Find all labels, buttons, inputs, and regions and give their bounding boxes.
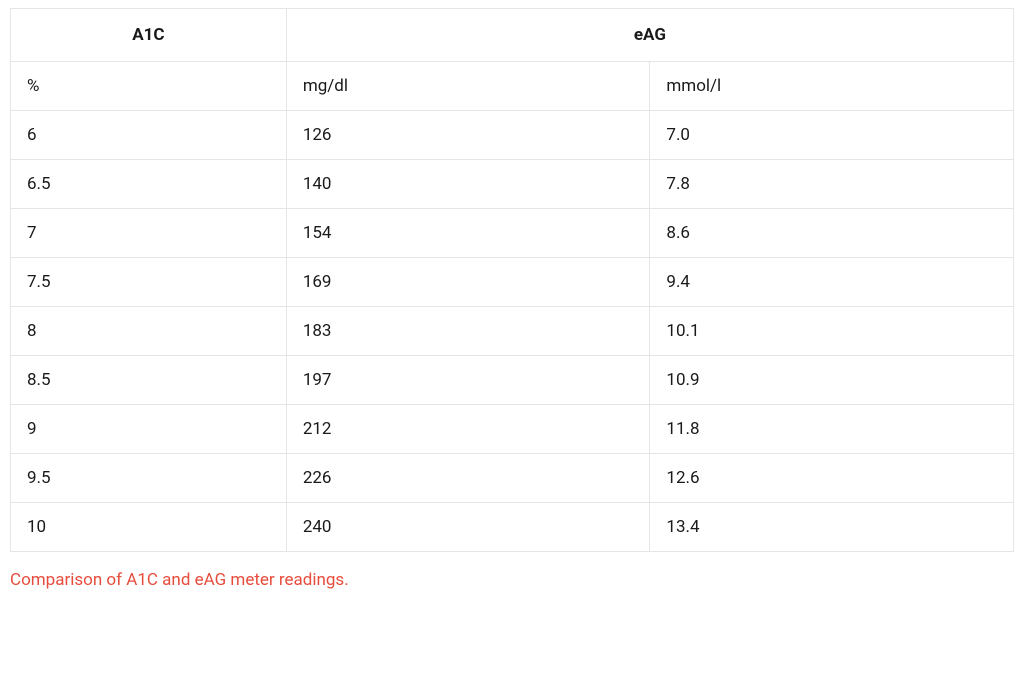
cell-mmoll: 10.1: [650, 307, 1014, 356]
cell-mgdl: 154: [286, 209, 650, 258]
cell-a1c: 8: [11, 307, 287, 356]
table-row: 10 240 13.4: [11, 503, 1014, 552]
header-a1c: A1C: [11, 9, 287, 62]
table-row: 8.5 197 10.9: [11, 356, 1014, 405]
unit-a1c: %: [11, 62, 287, 111]
cell-mgdl: 183: [286, 307, 650, 356]
cell-mmoll: 12.6: [650, 454, 1014, 503]
cell-mgdl: 212: [286, 405, 650, 454]
cell-mgdl: 240: [286, 503, 650, 552]
cell-mgdl: 169: [286, 258, 650, 307]
cell-mmoll: 10.9: [650, 356, 1014, 405]
table-row: 6.5 140 7.8: [11, 160, 1014, 209]
a1c-eag-table: A1C eAG % mg/dl mmol/l 6 126 7.0 6.5 140…: [10, 8, 1014, 552]
cell-a1c: 8.5: [11, 356, 287, 405]
cell-mmoll: 9.4: [650, 258, 1014, 307]
table-row: 6 126 7.0: [11, 111, 1014, 160]
cell-mmoll: 8.6: [650, 209, 1014, 258]
table-row: 8 183 10.1: [11, 307, 1014, 356]
cell-mmoll: 13.4: [650, 503, 1014, 552]
cell-mgdl: 226: [286, 454, 650, 503]
cell-a1c: 7: [11, 209, 287, 258]
cell-a1c: 9.5: [11, 454, 287, 503]
cell-mgdl: 126: [286, 111, 650, 160]
cell-a1c: 10: [11, 503, 287, 552]
header-eag: eAG: [286, 9, 1013, 62]
cell-mmoll: 11.8: [650, 405, 1014, 454]
table-row: 9.5 226 12.6: [11, 454, 1014, 503]
units-row: % mg/dl mmol/l: [11, 62, 1014, 111]
cell-a1c: 7.5: [11, 258, 287, 307]
table-row: 7 154 8.6: [11, 209, 1014, 258]
cell-mgdl: 140: [286, 160, 650, 209]
cell-a1c: 9: [11, 405, 287, 454]
table-caption: Comparison of A1C and eAG meter readings…: [10, 570, 1014, 590]
unit-mgdl: mg/dl: [286, 62, 650, 111]
cell-mmoll: 7.8: [650, 160, 1014, 209]
cell-a1c: 6.5: [11, 160, 287, 209]
table-row: 7.5 169 9.4: [11, 258, 1014, 307]
cell-mgdl: 197: [286, 356, 650, 405]
header-row: A1C eAG: [11, 9, 1014, 62]
table-body: % mg/dl mmol/l 6 126 7.0 6.5 140 7.8 7 1…: [11, 62, 1014, 552]
unit-mmoll: mmol/l: [650, 62, 1014, 111]
cell-mmoll: 7.0: [650, 111, 1014, 160]
cell-a1c: 6: [11, 111, 287, 160]
table-row: 9 212 11.8: [11, 405, 1014, 454]
